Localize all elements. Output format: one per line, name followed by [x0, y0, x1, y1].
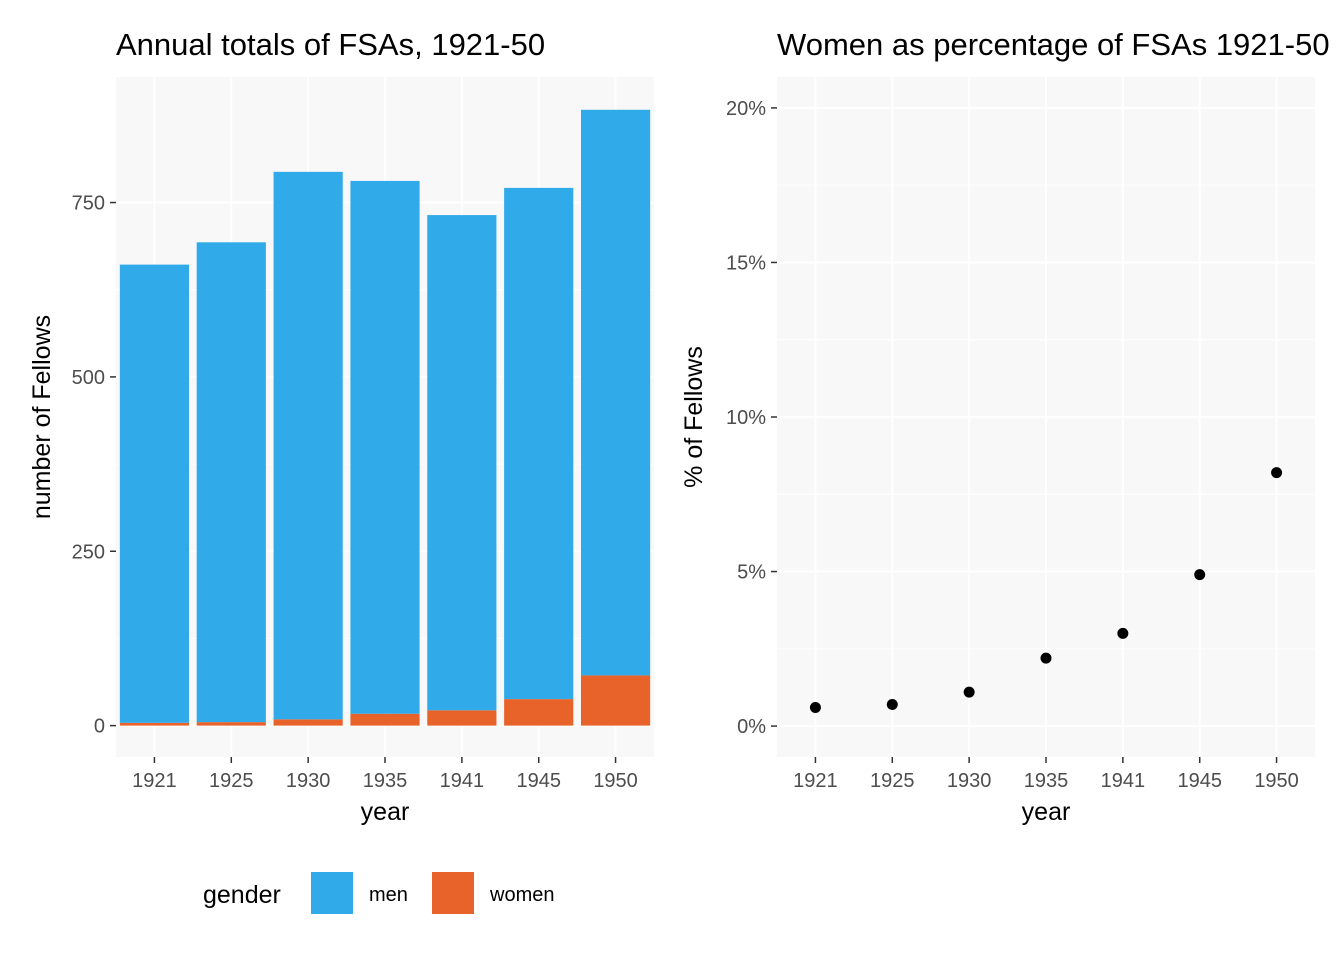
x-tick-label: 1921 — [132, 770, 177, 792]
legend-label-women: women — [489, 884, 554, 906]
bar-women-1941 — [427, 710, 497, 726]
scatter-chart-y-axis-title: % of Fellows — [680, 346, 708, 488]
y-tick-label: 0% — [737, 716, 766, 738]
x-tick-label: 1921 — [793, 770, 838, 792]
bar-men-1925 — [196, 242, 266, 723]
x-tick-label: 1925 — [870, 770, 915, 792]
legend: gender men women — [203, 872, 554, 914]
y-tick-label: 500 — [72, 367, 105, 389]
bar-chart-title: Annual totals of FSAs, 1921-50 — [116, 27, 545, 62]
y-tick-label: 20% — [726, 98, 766, 120]
scatter-chart-points — [809, 467, 1283, 714]
bar-men-1921 — [119, 264, 190, 723]
scatter-chart-y-axis: 0% 5% 10% 15% 20% — [726, 98, 777, 738]
bar-men-1941 — [427, 215, 497, 711]
legend-label-men: men — [369, 884, 408, 906]
x-tick-label: 1941 — [440, 770, 485, 792]
data-point-1941 — [1117, 627, 1129, 639]
bar-men-1945 — [504, 187, 574, 700]
data-point-1921 — [809, 702, 821, 714]
scatter-chart-x-axis: 1921 1925 1930 1935 1941 1945 1950 — [793, 757, 1299, 792]
x-tick-label: 1935 — [363, 770, 408, 792]
data-point-1935 — [1040, 652, 1052, 664]
y-tick-label: 15% — [726, 252, 766, 274]
x-tick-label: 1941 — [1101, 770, 1146, 792]
x-tick-label: 1925 — [209, 770, 254, 792]
bar-chart-x-axis-title: year — [361, 798, 410, 826]
scatter-chart-title: Women as percentage of FSAs 1921-50 — [777, 27, 1330, 62]
y-tick-label: 250 — [72, 541, 105, 563]
legend-swatch-men — [311, 872, 353, 914]
x-tick-label: 1945 — [516, 770, 561, 792]
bar-women-1935 — [350, 713, 420, 726]
x-tick-label: 1930 — [286, 770, 331, 792]
scatter-chart-gridlines — [777, 77, 1315, 757]
bar-chart-y-axis-title: number of Fellows — [28, 315, 56, 519]
y-tick-label: 0 — [94, 716, 105, 738]
y-tick-label: 5% — [737, 562, 766, 584]
bar-chart-bars — [119, 109, 651, 726]
y-tick-label: 10% — [726, 407, 766, 429]
legend-swatch-women — [432, 872, 474, 914]
bar-women-1930 — [273, 719, 343, 726]
x-tick-label: 1950 — [1254, 770, 1299, 792]
x-tick-label: 1930 — [947, 770, 992, 792]
bar-women-1945 — [504, 699, 574, 726]
scatter-chart-x-axis-title: year — [1022, 798, 1071, 826]
bar-chart-y-axis: 0 250 500 750 — [72, 193, 116, 738]
scatter-chart: 0%5%10%15%20% 1921 1925 1930 1935 1941 1945 19… — [680, 27, 1330, 826]
bar-chart-x-axis: 1921 1925 1930 1935 1941 1945 1950 — [132, 757, 638, 792]
bar-men-1935 — [350, 180, 420, 714]
bar-men-1950 — [580, 109, 651, 676]
bar-men-1930 — [273, 171, 343, 720]
data-point-1950 — [1271, 467, 1283, 479]
data-point-1945 — [1194, 569, 1206, 581]
data-point-1925 — [886, 698, 898, 710]
x-tick-label: 1945 — [1177, 770, 1222, 792]
x-tick-label: 1935 — [1024, 770, 1069, 792]
y-tick-label: 750 — [72, 193, 105, 215]
x-tick-label: 1950 — [593, 770, 638, 792]
bar-women-1921 — [119, 722, 190, 726]
bar-women-1950 — [580, 675, 651, 726]
data-point-1930 — [963, 686, 975, 698]
bar-women-1925 — [196, 722, 266, 726]
legend-title: gender — [203, 881, 281, 909]
